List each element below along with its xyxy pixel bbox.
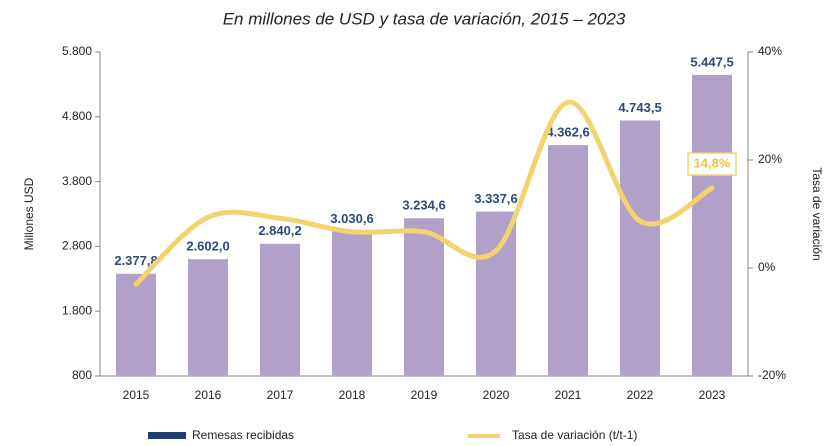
y-tick-label: 1.800: [62, 303, 92, 317]
data-label: 3.337,6: [474, 191, 517, 206]
data-label: 4.362,6: [546, 125, 589, 140]
data-label: 2.602,0: [186, 239, 229, 254]
bar: [548, 145, 588, 376]
data-label-box: [687, 152, 737, 176]
chart-title: En millones de USD y tasa de variación, …: [223, 9, 626, 28]
x-tick-label: 2018: [339, 388, 366, 402]
x-tick-label: 2021: [555, 388, 582, 402]
bar: [332, 231, 372, 376]
data-label: 4.743,5: [618, 100, 661, 115]
legend-label: Tasa de variación (t/t-1): [512, 428, 637, 442]
y-tick-label: 2.800: [62, 239, 92, 253]
bar: [260, 243, 300, 376]
y2-tick-label: 40%: [758, 44, 782, 58]
y-tick-label: 3.800: [62, 174, 92, 188]
x-tick-label: 2020: [483, 388, 510, 402]
x-tick-label: 2017: [267, 388, 294, 402]
data-label: 5.447,5: [690, 54, 733, 69]
data-label: 14,8%: [694, 156, 731, 171]
x-tick-label: 2019: [411, 388, 438, 402]
y2-tick-label: 20%: [758, 152, 782, 166]
data-label: 3.030,6: [330, 211, 373, 226]
legend-label: Remesas recibidas: [192, 428, 294, 442]
y2-tick-label: 0%: [758, 260, 776, 274]
data-label: 3.234,6: [402, 198, 445, 213]
y-tick-label: 4.800: [62, 109, 92, 123]
y2-tick-label: -20%: [758, 368, 786, 382]
y-tick-label: 5.800: [62, 44, 92, 58]
y-axis-label: Millones USD: [22, 177, 36, 250]
x-tick-label: 2022: [627, 388, 654, 402]
bar: [188, 259, 228, 376]
x-tick-label: 2023: [699, 388, 726, 402]
x-tick-label: 2015: [123, 388, 150, 402]
bar: [476, 211, 516, 376]
bar: [692, 74, 732, 376]
bar: [404, 218, 444, 376]
y2-axis-label: Tasa de variación: [810, 167, 824, 260]
bar: [116, 273, 156, 376]
data-label: 2.377,8: [114, 253, 157, 268]
y-tick-label: 800: [72, 368, 92, 382]
x-tick-label: 2016: [195, 388, 222, 402]
bar: [620, 120, 660, 376]
line: [133, 99, 715, 287]
legend-swatch: [148, 432, 186, 439]
data-label: 2.840,2: [258, 223, 301, 238]
